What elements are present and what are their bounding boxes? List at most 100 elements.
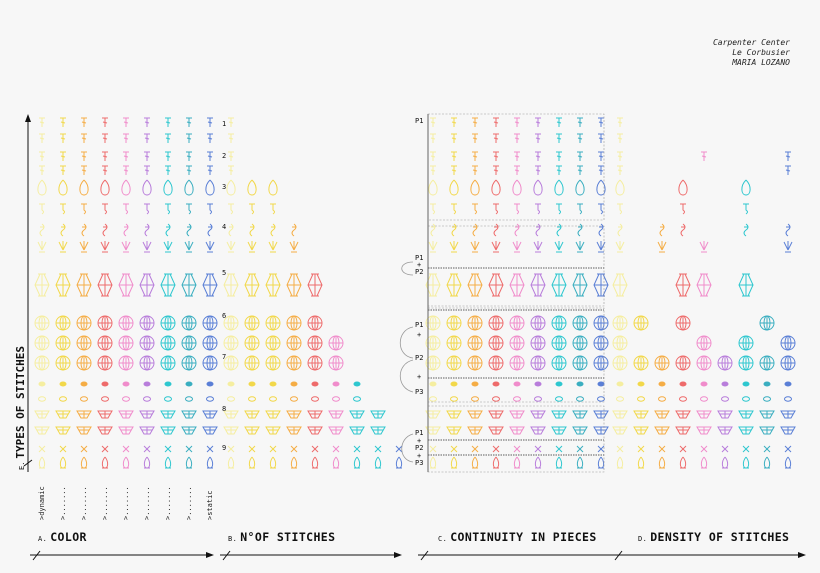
t-stitch-icon bbox=[144, 165, 150, 175]
t-stitch-icon bbox=[472, 117, 478, 127]
t-stitch-icon bbox=[785, 165, 791, 175]
piece-label: P1 bbox=[415, 429, 424, 437]
loop-stitch-icon bbox=[615, 179, 625, 196]
row-number: 6 bbox=[222, 312, 227, 320]
bulb-stitch-icon bbox=[244, 315, 260, 331]
cross-stitch-icon bbox=[763, 445, 771, 453]
t-stitch-icon bbox=[207, 151, 213, 161]
cross-stitch-icon bbox=[700, 445, 708, 453]
lantern-stitch-icon bbox=[202, 273, 218, 297]
cup-stitch-icon bbox=[328, 426, 344, 435]
cup-stitch-icon bbox=[425, 410, 441, 419]
lantern-stitch-icon bbox=[76, 273, 92, 297]
row-number: 1 bbox=[222, 120, 227, 128]
t-stitch-icon bbox=[123, 117, 129, 127]
cross-stitch-icon bbox=[784, 445, 792, 453]
ring-stitch-icon bbox=[80, 396, 88, 402]
lantern-stitch-icon bbox=[160, 273, 176, 297]
cross-stitch-icon bbox=[471, 445, 479, 453]
t-stitch-icon bbox=[535, 133, 541, 143]
section-title: CONTINUITY IN PIECES bbox=[450, 530, 597, 544]
chain-stitch-icon bbox=[207, 223, 213, 237]
bulb-stitch-icon bbox=[530, 335, 546, 351]
bead-icon bbox=[763, 381, 771, 387]
cross-stitch-icon bbox=[395, 445, 403, 453]
t-stitch-icon bbox=[165, 151, 171, 161]
lantern-stitch-icon bbox=[612, 273, 628, 297]
column-label: >....... bbox=[122, 486, 130, 520]
bulb-stitch-icon bbox=[160, 335, 176, 351]
lantern-stitch-icon bbox=[97, 273, 113, 297]
knot-stitch-icon bbox=[374, 456, 382, 469]
bulb-stitch-icon bbox=[612, 355, 628, 371]
bulb-stitch-icon bbox=[738, 355, 754, 371]
ring-stitch-icon bbox=[616, 396, 624, 402]
knot-stitch-icon bbox=[164, 456, 172, 469]
chain-stitch-icon bbox=[535, 223, 541, 237]
t-stitch-icon bbox=[165, 165, 171, 175]
t-stitch-icon bbox=[60, 117, 66, 127]
cross-stitch-icon bbox=[59, 445, 67, 453]
bead-icon bbox=[513, 381, 521, 387]
cup-stitch-icon bbox=[612, 426, 628, 435]
cup-stitch-icon bbox=[738, 426, 754, 435]
cup-stitch-icon bbox=[34, 410, 50, 419]
bulb-stitch-icon bbox=[181, 335, 197, 351]
cup-stitch-icon bbox=[139, 410, 155, 419]
bulb-stitch-icon bbox=[118, 355, 134, 371]
lantern-stitch-icon bbox=[530, 273, 546, 297]
cup-stitch-icon bbox=[593, 410, 609, 419]
ring-stitch-icon bbox=[290, 396, 298, 402]
knot-stitch-icon bbox=[429, 456, 437, 469]
loop-stitch-icon bbox=[575, 179, 585, 196]
t-stitch-icon bbox=[493, 151, 499, 161]
joint-curve-b2 bbox=[399, 359, 414, 393]
cup-stitch-icon bbox=[675, 426, 691, 435]
t-stitch-icon bbox=[617, 133, 623, 143]
fan-stitch-icon bbox=[289, 241, 299, 253]
hook-stitch-icon bbox=[207, 203, 213, 215]
cross-stitch-icon bbox=[429, 445, 437, 453]
knot-stitch-icon bbox=[269, 456, 277, 469]
loop-stitch-icon bbox=[268, 179, 278, 196]
cup-stitch-icon bbox=[307, 410, 323, 419]
chain-stitch-icon bbox=[577, 223, 583, 237]
hook-stitch-icon bbox=[493, 203, 499, 215]
fan-stitch-icon bbox=[699, 241, 709, 253]
axis-b-tick bbox=[222, 550, 231, 561]
chain-stitch-icon bbox=[472, 223, 478, 237]
hook-stitch-icon bbox=[680, 203, 686, 215]
bead-icon bbox=[721, 381, 729, 387]
bulb-stitch-icon bbox=[509, 315, 525, 331]
axis-d-arrow bbox=[798, 552, 806, 558]
chain-stitch-icon bbox=[617, 223, 623, 237]
cup-stitch-icon bbox=[265, 426, 281, 435]
lantern-stitch-icon bbox=[286, 273, 302, 297]
lantern-stitch-icon bbox=[593, 273, 609, 297]
credits: Carpenter Center Le Corbusier MARIA LOZA… bbox=[713, 38, 790, 68]
hook-stitch-icon bbox=[60, 203, 66, 215]
bead-icon bbox=[658, 381, 666, 387]
t-stitch-icon bbox=[451, 165, 457, 175]
cup-stitch-icon bbox=[572, 410, 588, 419]
bulb-stitch-icon bbox=[265, 335, 281, 351]
bead-icon bbox=[59, 381, 67, 387]
ring-stitch-icon bbox=[555, 396, 563, 402]
bulb-stitch-icon bbox=[551, 315, 567, 331]
bulb-stitch-icon bbox=[446, 315, 462, 331]
knot-stitch-icon bbox=[637, 456, 645, 469]
axis-d-tick bbox=[614, 550, 623, 561]
bulb-stitch-icon bbox=[467, 315, 483, 331]
t-stitch-icon bbox=[144, 117, 150, 127]
t-stitch-icon bbox=[186, 151, 192, 161]
cross-stitch-icon bbox=[597, 445, 605, 453]
cup-stitch-icon bbox=[118, 410, 134, 419]
chain-stitch-icon bbox=[430, 223, 436, 237]
bulb-stitch-icon bbox=[467, 355, 483, 371]
ring-stitch-icon bbox=[332, 396, 340, 402]
knot-stitch-icon bbox=[38, 456, 46, 469]
cup-stitch-icon bbox=[509, 426, 525, 435]
t-stitch-icon bbox=[577, 133, 583, 143]
t-stitch-icon bbox=[39, 133, 45, 143]
t-stitch-icon bbox=[102, 151, 108, 161]
